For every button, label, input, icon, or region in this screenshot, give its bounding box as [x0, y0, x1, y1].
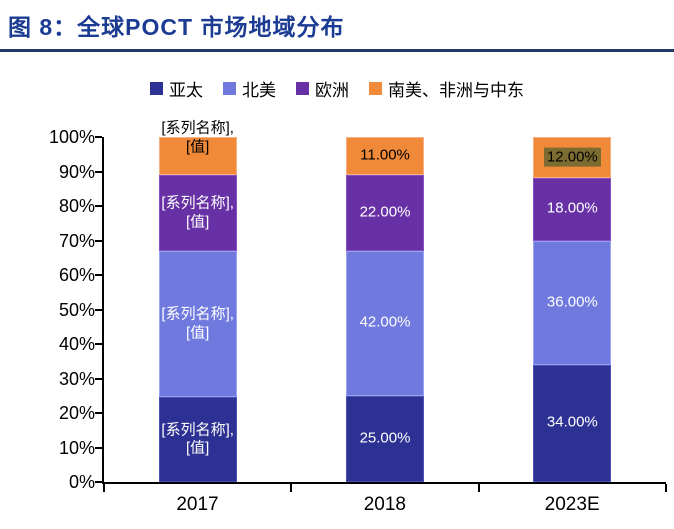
data-label: [系列名称], [值] [161, 420, 234, 457]
y-axis-tick [95, 377, 102, 380]
x-axis-label-2017: 2017 [176, 494, 219, 515]
highlighted-data-label: 12.00% [543, 147, 601, 167]
bar-segment-南美、非洲与中东-2023E: 12.00% [533, 137, 612, 179]
bar-segment-欧洲-2018: 22.00% [346, 174, 424, 251]
data-label: 12.00% [523, 147, 622, 167]
legend-swatch-icon [296, 82, 309, 95]
x-axis-tick [665, 484, 667, 492]
legend-swatch-icon [223, 82, 236, 95]
y-axis-label: 50% [58, 299, 95, 320]
bar-segment-亚太-2017: [系列名称], [值] [158, 397, 237, 482]
y-axis-tick [95, 274, 102, 276]
bar-segment-南美、非洲与中东-2017: [系列名称], [值] [158, 119, 237, 175]
y-axis-tick [95, 481, 102, 483]
legend-label: 北美 [242, 81, 276, 100]
stacked-bar-2017: [系列名称], [值] [系列名称], [值] [系列名称], [值] [系列名称],… [158, 119, 237, 482]
stacked-bar-2023E: 34.00% 36.00% 18.00% 12.00% [533, 137, 612, 482]
bar-segment-南美、非洲与中东-2018: 11.00% [346, 137, 424, 175]
bar-segment-北美-2023E: 36.00% [533, 240, 612, 365]
data-label: [系列名称], [值] [161, 305, 234, 342]
legend-item-2: 北美 [223, 76, 276, 101]
y-axis-tick [95, 239, 102, 242]
y-axis-label: 60% [58, 265, 95, 285]
y-axis-label: 90% [58, 161, 95, 182]
stacked-bar-2018: 25.00% 42.00% 22.00% 11.00% [346, 137, 424, 482]
x-axis-label-2018: 2018 [363, 494, 406, 515]
y-axis-tick [95, 170, 102, 173]
y-axis-label: 100% [48, 127, 95, 147]
x-axis-tick [103, 484, 105, 492]
y-axis-label: 80% [58, 196, 95, 216]
x-axis-tick [290, 484, 293, 492]
data-label: 34.00% [546, 413, 598, 431]
figure-title: 图 8：全球POCT 市场地域分布 [8, 14, 345, 40]
y-axis-label: 40% [58, 334, 95, 354]
data-label: 18.00% [546, 200, 598, 218]
x-axis-line [102, 482, 666, 484]
data-label: 11.00% [360, 146, 410, 164]
y-axis-label: 70% [58, 230, 95, 251]
chart-legend: 亚太 北美 欧洲 南美、非洲与中东 [0, 76, 674, 101]
bar-segment-北美-2017: [系列名称], [值] [158, 250, 237, 398]
data-label: [系列名称], [值] [161, 119, 234, 155]
y-axis-tick [95, 136, 102, 138]
y-axis-label: 0% [68, 472, 95, 492]
y-axis-tick [95, 205, 102, 207]
y-axis-label: 20% [58, 403, 95, 423]
legend-label: 南美、非洲与中东 [388, 81, 524, 100]
x-axis-tick [477, 484, 480, 492]
bar-segment-欧洲-2017: [系列名称], [值] [158, 174, 237, 251]
legend-label: 亚太 [169, 81, 203, 100]
title-divider [0, 49, 674, 52]
legend-label: 欧洲 [315, 81, 349, 100]
y-axis-tick [95, 343, 102, 345]
legend-item-4: 南美、非洲与中东 [369, 76, 524, 101]
data-label: 22.00% [359, 203, 411, 221]
y-axis-tick [95, 308, 102, 311]
data-label: 42.00% [359, 313, 411, 331]
bar-segment-欧洲-2023E: 18.00% [533, 178, 612, 241]
x-axis-label-2023E: 2023E [544, 494, 600, 515]
y-axis-label: 10% [58, 437, 95, 458]
data-label: [系列名称], [值] [161, 194, 234, 230]
y-axis-tick [95, 412, 102, 414]
data-label: 36.00% [546, 293, 598, 311]
legend-swatch-icon [369, 82, 382, 95]
y-axis-line [102, 137, 104, 484]
y-axis-label: 30% [58, 368, 95, 389]
legend-swatch-icon [150, 82, 163, 95]
bar-segment-亚太-2018: 25.00% [346, 395, 424, 482]
legend-item-3: 欧洲 [296, 76, 349, 101]
plot-area: 100% 90% 80% 70% 60% 50% 40% 30% 20% 10% 0% [系列名称],… [49, 119, 667, 515]
bar-segment-亚太-2023E: 34.00% [533, 364, 612, 482]
y-axis-tick [95, 446, 102, 449]
data-label: 25.00% [359, 429, 411, 447]
legend-item-1: 亚太 [150, 76, 203, 101]
bar-segment-北美-2018: 42.00% [346, 250, 424, 396]
